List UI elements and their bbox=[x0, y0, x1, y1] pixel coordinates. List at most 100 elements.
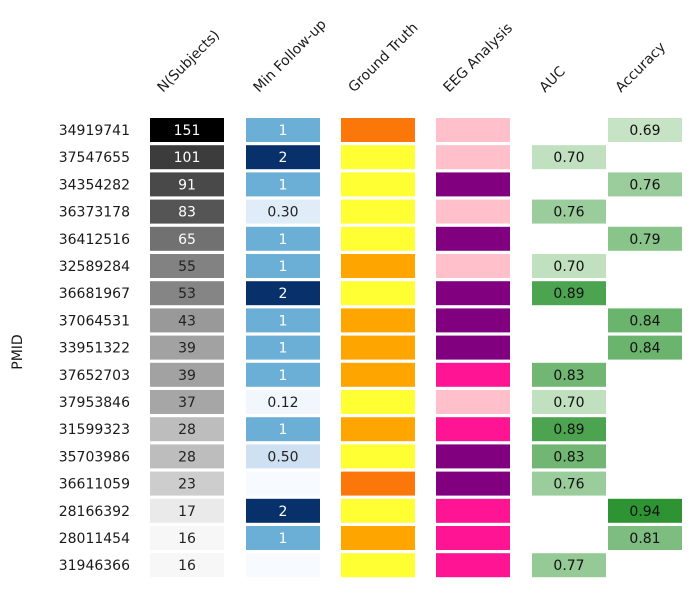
cell-auc-label: 0.76 bbox=[553, 205, 584, 221]
cell-eeg-analysis bbox=[436, 526, 510, 550]
cell-n-subjects-label: 91 bbox=[178, 177, 196, 193]
cell-n-subjects bbox=[150, 553, 224, 578]
cell-accuracy-label: 0.84 bbox=[629, 313, 660, 329]
cell-auc bbox=[532, 417, 606, 442]
cell-ground-truth bbox=[341, 335, 415, 360]
row-label-pmid: 36373178 bbox=[59, 205, 130, 221]
cell-n-subjects bbox=[150, 199, 224, 224]
cell-auc-label: 0.70 bbox=[553, 150, 584, 166]
cell-n-subjects bbox=[150, 118, 224, 142]
cell-min-follow-up-label: 1 bbox=[279, 531, 288, 547]
cell-auc bbox=[532, 281, 606, 306]
cell-min-follow-up-label: 1 bbox=[279, 177, 288, 193]
cell-auc-label: 0.89 bbox=[553, 286, 584, 302]
cell-auc-label: 0.83 bbox=[553, 368, 584, 384]
row-label-pmid: 36681967 bbox=[59, 286, 130, 302]
cell-n-subjects-label: 53 bbox=[178, 286, 196, 302]
cell-min-follow-up bbox=[246, 390, 320, 414]
column-header: Min Follow-up bbox=[251, 17, 330, 96]
cell-accuracy bbox=[608, 335, 682, 360]
cell-min-follow-up bbox=[246, 526, 320, 550]
cell-ground-truth bbox=[341, 308, 415, 333]
row-label-pmid: 37064531 bbox=[59, 313, 130, 329]
cell-ground-truth bbox=[341, 226, 415, 251]
cell-ground-truth bbox=[341, 362, 415, 387]
cell-min-follow-up-label: 1 bbox=[279, 341, 288, 357]
cell-min-follow-up bbox=[246, 471, 320, 496]
cell-n-subjects bbox=[150, 417, 224, 442]
cell-auc bbox=[532, 254, 606, 278]
cell-accuracy bbox=[608, 526, 682, 550]
cell-auc-label: 0.76 bbox=[553, 477, 584, 493]
column-header: Accuracy bbox=[613, 39, 670, 96]
cell-eeg-analysis bbox=[436, 172, 510, 197]
row-label-pmid: 36412516 bbox=[59, 232, 130, 248]
cell-n-subjects-label: 37 bbox=[178, 395, 196, 411]
cell-min-follow-up-label: 0.12 bbox=[267, 395, 298, 411]
cell-min-follow-up bbox=[246, 498, 320, 523]
cell-min-follow-up-label: 2 bbox=[279, 286, 288, 302]
cell-n-subjects bbox=[150, 526, 224, 550]
cell-min-follow-up-label: 1 bbox=[279, 422, 288, 438]
cell-ground-truth bbox=[341, 471, 415, 496]
cell-auc-label: 0.70 bbox=[553, 395, 584, 411]
row-label-pmid: 34354282 bbox=[59, 177, 130, 193]
cell-ground-truth bbox=[341, 281, 415, 306]
column-header: AUC bbox=[537, 63, 569, 95]
cell-min-follow-up bbox=[246, 553, 320, 578]
heatmap-cells: 151 1 0.69 101 2 0.70 91 1 0.76 83 0.30 0.76 65 1 0.79… bbox=[150, 118, 682, 578]
cell-n-subjects-label: 16 bbox=[178, 531, 196, 547]
cell-min-follow-up-label: 1 bbox=[279, 259, 288, 275]
row-label-pmid: 32589284 bbox=[59, 259, 130, 275]
cell-min-follow-up-label: 1 bbox=[279, 313, 288, 329]
row-label-pmid: 35703986 bbox=[59, 449, 130, 465]
cell-min-follow-up-label: 2 bbox=[279, 150, 288, 166]
cell-n-subjects bbox=[150, 471, 224, 496]
column-header: Ground Truth bbox=[346, 20, 422, 96]
cell-ground-truth bbox=[341, 526, 415, 550]
cell-min-follow-up bbox=[246, 145, 320, 170]
cell-n-subjects-label: 28 bbox=[178, 449, 196, 465]
cell-n-subjects bbox=[150, 308, 224, 333]
cell-accuracy-label: 0.76 bbox=[629, 177, 660, 193]
cell-eeg-analysis bbox=[436, 145, 510, 170]
cell-min-follow-up bbox=[246, 254, 320, 278]
cell-min-follow-up bbox=[246, 118, 320, 142]
cell-ground-truth bbox=[341, 118, 415, 142]
cell-eeg-analysis bbox=[436, 417, 510, 442]
cell-n-subjects-label: 39 bbox=[178, 341, 196, 357]
cell-n-subjects bbox=[150, 498, 224, 523]
row-label-pmid: 36611059 bbox=[59, 477, 130, 493]
cell-n-subjects bbox=[150, 281, 224, 306]
cell-ground-truth bbox=[341, 145, 415, 170]
cell-min-follow-up-label: 1 bbox=[279, 123, 288, 139]
cell-eeg-analysis bbox=[436, 226, 510, 251]
cell-n-subjects bbox=[150, 362, 224, 387]
cell-n-subjects-label: 151 bbox=[174, 123, 201, 139]
column-header: N(Subjects) bbox=[155, 27, 224, 96]
cell-min-follow-up-label: 1 bbox=[279, 368, 288, 384]
cell-ground-truth bbox=[341, 444, 415, 469]
cell-eeg-analysis bbox=[436, 362, 510, 387]
cell-min-follow-up bbox=[246, 226, 320, 251]
cell-ground-truth bbox=[341, 172, 415, 197]
cell-eeg-analysis bbox=[436, 444, 510, 469]
cell-n-subjects-label: 65 bbox=[178, 232, 196, 248]
cell-auc bbox=[532, 199, 606, 224]
cell-ground-truth bbox=[341, 254, 415, 278]
row-label-pmid: 34919741 bbox=[59, 123, 130, 139]
cell-accuracy-label: 0.84 bbox=[629, 341, 660, 357]
cell-auc-label: 0.83 bbox=[553, 449, 584, 465]
row-label-pmid: 31599323 bbox=[59, 422, 130, 438]
cell-min-follow-up bbox=[246, 281, 320, 306]
cell-eeg-analysis bbox=[436, 254, 510, 278]
cell-eeg-analysis bbox=[436, 199, 510, 224]
cell-n-subjects bbox=[150, 172, 224, 197]
cell-auc bbox=[532, 145, 606, 170]
cell-accuracy bbox=[608, 308, 682, 333]
cell-min-follow-up bbox=[246, 362, 320, 387]
cell-auc-label: 0.77 bbox=[553, 558, 584, 574]
column-header: EEG Analysis bbox=[441, 20, 516, 95]
cell-min-follow-up bbox=[246, 444, 320, 469]
